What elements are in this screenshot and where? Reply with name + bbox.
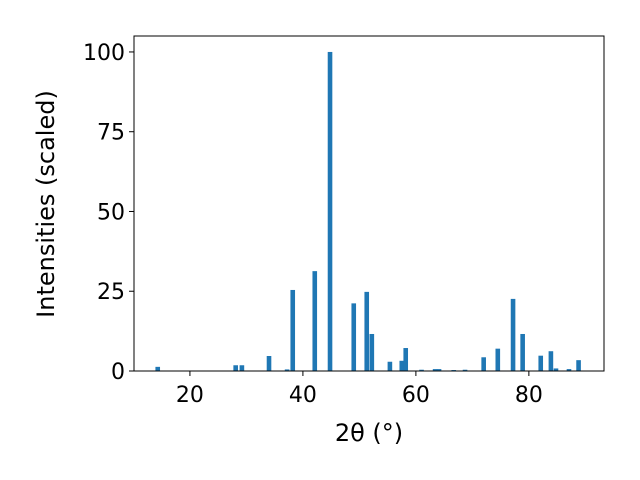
y-tick-label: 100 — [83, 41, 125, 66]
y-tick-label: 25 — [97, 280, 125, 305]
bar — [233, 365, 238, 371]
bar — [399, 360, 405, 371]
plot-frame — [133, 35, 605, 372]
bar — [432, 369, 438, 371]
bar — [312, 271, 318, 371]
bar — [290, 289, 296, 371]
bar — [155, 366, 161, 371]
bar — [369, 333, 375, 371]
bar — [284, 369, 290, 371]
y-tick-label: 75 — [97, 121, 125, 146]
bar — [403, 348, 409, 371]
bar — [239, 365, 245, 371]
y-axis-label: Intensities (scaled) — [32, 90, 60, 318]
bar — [266, 356, 272, 371]
x-tick-label: 40 — [289, 383, 317, 408]
y-tick-label: 50 — [97, 200, 125, 225]
bar — [462, 369, 468, 371]
bar — [520, 333, 525, 371]
bar — [327, 51, 333, 371]
bar — [538, 355, 544, 371]
bar — [387, 361, 393, 371]
bar — [548, 351, 554, 371]
x-axis-label: 2θ (°) — [335, 419, 403, 447]
bar — [566, 369, 572, 371]
bar — [481, 357, 486, 371]
x-tick-label: 60 — [402, 383, 430, 408]
bar — [495, 348, 501, 371]
bar — [351, 303, 357, 371]
bar — [436, 369, 442, 371]
bar — [510, 298, 516, 371]
y-tick-label: 0 — [111, 360, 125, 385]
bar — [419, 369, 424, 371]
x-tick-label: 80 — [515, 383, 543, 408]
bar — [553, 368, 559, 371]
x-tick-label: 20 — [176, 383, 204, 408]
bar — [576, 360, 581, 371]
bar — [364, 291, 370, 371]
